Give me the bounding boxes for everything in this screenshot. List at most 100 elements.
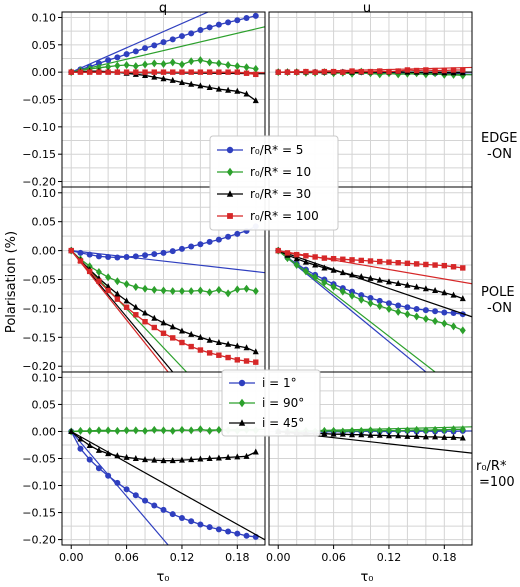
y-tick-label: −0.20	[22, 360, 56, 373]
data-point	[404, 310, 411, 319]
data-point	[86, 442, 93, 449]
data-point	[206, 83, 213, 90]
x-tick-label: 0.12	[170, 551, 195, 564]
data-point	[358, 257, 364, 264]
data-point	[252, 97, 259, 104]
data-point	[284, 69, 291, 75]
data-point	[330, 68, 337, 75]
data-point	[339, 287, 346, 296]
legend-marker	[238, 398, 246, 408]
y-tick-label: 0.05	[32, 216, 57, 229]
col-title-q: q	[159, 1, 167, 16]
data-point	[96, 69, 102, 75]
y-tick-label: −0.15	[22, 507, 56, 520]
data-point	[197, 286, 204, 295]
data-point	[459, 326, 466, 335]
data-point	[95, 267, 102, 276]
data-point	[178, 514, 185, 521]
data-point	[170, 69, 176, 75]
data-point	[114, 479, 121, 486]
data-point	[188, 80, 195, 87]
data-point	[339, 430, 346, 437]
data-point	[385, 300, 392, 307]
data-point	[142, 284, 149, 293]
data-point	[358, 68, 364, 75]
row-label-r0-100: r₀/R* =100	[476, 459, 515, 490]
data-point	[215, 85, 222, 92]
data-point	[225, 233, 232, 240]
legend-marker	[238, 379, 246, 387]
data-point	[243, 70, 250, 76]
y-tick-label: −0.05	[22, 453, 56, 466]
y-tick-label: −0.05	[22, 274, 56, 287]
data-point	[178, 33, 185, 40]
data-point	[151, 251, 158, 258]
data-point	[151, 314, 158, 321]
grid-layer	[62, 12, 472, 545]
panel-u-0	[275, 66, 472, 80]
data-point	[358, 431, 365, 438]
data-point	[450, 291, 457, 298]
x-tick-label: 0.18	[432, 551, 457, 564]
data-point	[142, 319, 148, 325]
data-point	[432, 308, 439, 315]
legend-label: r₀/R* = 30	[250, 187, 311, 201]
data-point	[441, 67, 448, 74]
data-point	[132, 426, 139, 435]
data-point	[450, 67, 457, 73]
data-point	[413, 67, 420, 74]
data-point	[160, 457, 167, 464]
data-point	[77, 249, 84, 256]
data-point	[197, 455, 204, 462]
data-point	[114, 290, 121, 297]
data-point	[206, 69, 213, 75]
data-point	[215, 59, 222, 68]
data-point	[197, 333, 204, 340]
data-point	[151, 285, 158, 294]
data-point	[151, 69, 157, 75]
data-point	[284, 250, 291, 256]
data-point	[142, 426, 149, 435]
data-point	[114, 61, 121, 70]
data-point	[169, 426, 176, 435]
data-point	[234, 357, 241, 363]
data-point	[312, 273, 319, 282]
analytic-line	[278, 250, 472, 318]
data-point	[441, 433, 448, 440]
data-point	[188, 426, 195, 435]
data-point	[114, 277, 121, 286]
data-point	[385, 426, 392, 435]
data-point	[178, 456, 185, 463]
y-tick-label: −0.15	[22, 331, 56, 344]
data-point	[441, 262, 448, 269]
data-point	[206, 426, 213, 435]
data-point	[151, 73, 158, 80]
data-point	[225, 354, 231, 361]
data-point	[188, 30, 195, 37]
y-tick-label: 0.00	[32, 66, 57, 79]
data-point	[151, 502, 158, 509]
data-point	[197, 521, 204, 528]
y-tick-label: −0.10	[22, 121, 56, 134]
data-point	[225, 86, 232, 93]
panel-q-1	[68, 223, 265, 372]
data-point	[376, 276, 383, 283]
x-tick-label: 0.00	[59, 551, 84, 564]
data-point	[188, 57, 195, 66]
data-point	[459, 434, 466, 441]
data-point	[293, 69, 300, 75]
data-point	[413, 432, 420, 439]
data-point	[96, 278, 102, 284]
data-point	[367, 426, 374, 435]
data-point	[216, 352, 222, 358]
data-point	[132, 283, 139, 292]
data-point	[252, 12, 259, 19]
data-point	[95, 465, 102, 472]
legend-label: i = 1°	[262, 376, 297, 390]
data-point	[312, 254, 318, 260]
data-point	[330, 283, 337, 292]
y-tick-label: −0.20	[22, 534, 56, 547]
data-point	[376, 431, 383, 438]
data-point	[460, 67, 466, 73]
data-point	[197, 347, 204, 353]
